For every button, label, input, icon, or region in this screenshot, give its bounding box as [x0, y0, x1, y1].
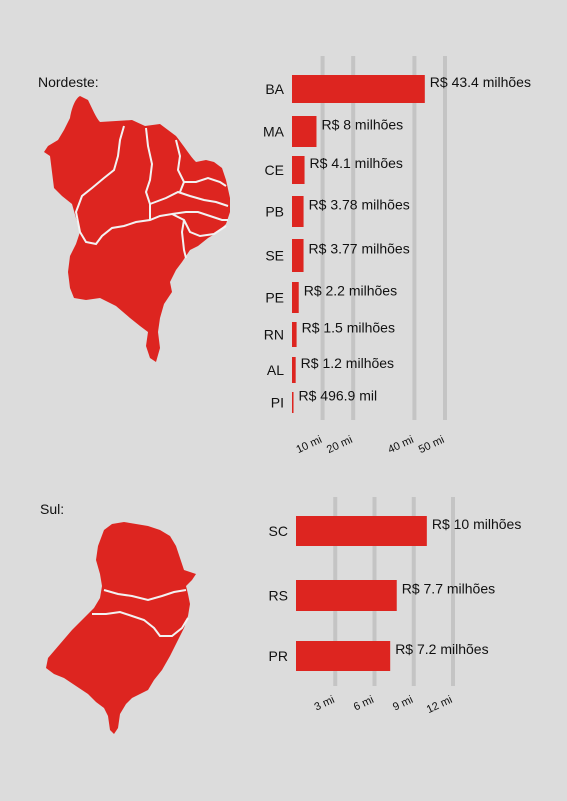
- nordeste-map-shape: [44, 96, 230, 362]
- data-label-pi: R$ 496.9 mil: [299, 388, 378, 404]
- tick-label: 50 mi: [417, 434, 446, 456]
- bar-pb: [292, 196, 304, 227]
- category-label-ba: BA: [265, 81, 284, 97]
- category-label-pb: PB: [265, 204, 284, 220]
- sul-bar-chart: SC R$ 10 milhões RS R$ 7.7 milhões PR R$ 7.2 …: [269, 497, 522, 716]
- sul-state-borders: [92, 589, 189, 637]
- tick-label: 10 mi: [294, 434, 323, 456]
- bar-rn: [292, 322, 297, 347]
- bar-pe: [292, 282, 299, 313]
- bar-pr: [296, 641, 391, 671]
- tick-label: 9 mi: [391, 694, 415, 714]
- category-label-rn: RN: [264, 327, 284, 343]
- data-label-ba: R$ 43.4 milhões: [430, 74, 531, 90]
- nordeste-bar-chart: BA R$ 43.4 milhões MA R$ 8 milhões CE R$ 4.1 …: [263, 56, 531, 456]
- tick-label: 6 mi: [352, 694, 376, 714]
- category-label-pr: PR: [269, 648, 288, 664]
- tick-label: 12 mi: [425, 694, 454, 716]
- bar-ba: [292, 75, 425, 103]
- data-label-pr: R$ 7.2 milhões: [395, 641, 488, 657]
- data-label-ma: R$ 8 milhões: [321, 117, 403, 133]
- category-label-rs: RS: [269, 588, 288, 604]
- data-label-pb: R$ 3.78 milhões: [309, 197, 410, 213]
- data-label-rn: R$ 1.5 milhões: [302, 320, 395, 336]
- bar-pi: [292, 392, 294, 413]
- sul-map-icon: [46, 522, 196, 734]
- category-label-ce: CE: [265, 162, 284, 178]
- data-label-pe: R$ 2.2 milhões: [304, 283, 397, 299]
- region-label-sul: Sul:: [40, 501, 65, 517]
- data-label-se: R$ 3.77 milhões: [309, 241, 410, 257]
- category-label-pe: PE: [265, 290, 284, 306]
- tick-label: 40 mi: [386, 434, 415, 456]
- sul-map-shape: [46, 522, 196, 734]
- category-label-al: AL: [267, 362, 284, 378]
- tick-label: 20 mi: [325, 434, 354, 456]
- bar-ce: [292, 156, 305, 184]
- nordeste-state-borders: [74, 125, 229, 259]
- category-label-pi: PI: [271, 395, 284, 411]
- data-label-rs: R$ 7.7 milhões: [402, 581, 495, 597]
- bar-se: [292, 239, 304, 272]
- bar-rs: [296, 580, 397, 611]
- tick-label: 3 mi: [313, 694, 337, 714]
- category-label-sc: SC: [269, 523, 288, 539]
- region-label-nordeste: Nordeste:: [38, 74, 99, 90]
- data-label-sc: R$ 10 milhões: [432, 516, 522, 532]
- bar-sc: [296, 516, 427, 546]
- data-label-al: R$ 1.2 milhões: [301, 355, 394, 371]
- category-label-ma: MA: [263, 124, 285, 140]
- bar-al: [292, 357, 296, 383]
- nordeste-map-icon: [44, 96, 230, 362]
- category-label-se: SE: [265, 248, 284, 264]
- bar-ma: [292, 116, 317, 147]
- data-label-ce: R$ 4.1 milhões: [310, 155, 403, 171]
